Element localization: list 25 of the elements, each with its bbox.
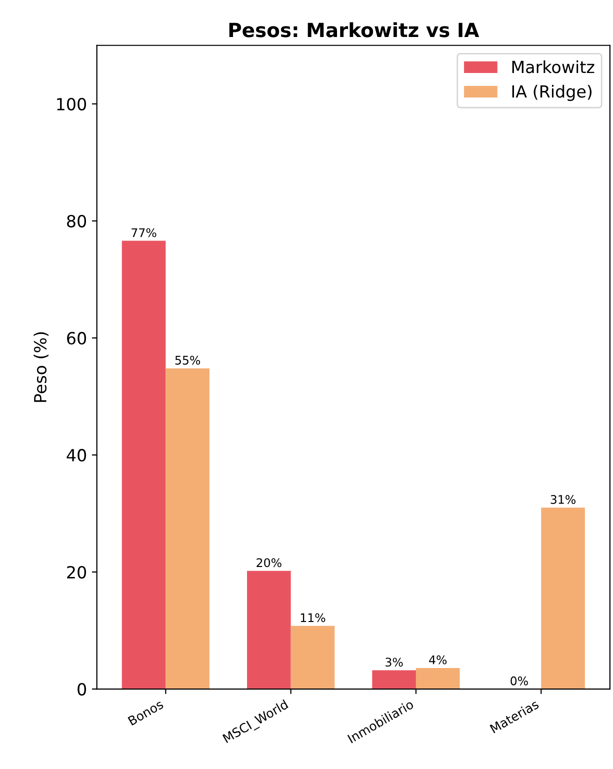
y-tick-label: 80 <box>67 214 86 228</box>
data-label: 77% <box>132 228 156 238</box>
data-label: 55% <box>175 356 200 365</box>
data-label: 0% <box>510 676 528 686</box>
y-axis-title: Peso (%) <box>34 332 48 402</box>
data-label: 3% <box>386 658 403 667</box>
y-tick-label: 0 <box>78 682 86 696</box>
bar <box>166 368 210 690</box>
bar <box>372 670 416 690</box>
y-tick-label: 100 <box>57 98 86 110</box>
bar <box>122 240 166 690</box>
bar <box>247 570 291 690</box>
legend-label: Markowitz <box>512 60 594 74</box>
bar <box>416 668 460 690</box>
chart-title: Pesos: Markowitz vs IA <box>229 22 480 38</box>
y-tick-label: 40 <box>66 448 86 462</box>
y-tick-label: 20 <box>67 566 86 579</box>
data-label: 11% <box>300 613 326 622</box>
data-label: 20% <box>256 558 282 568</box>
bar <box>290 626 335 690</box>
bar <box>541 508 585 690</box>
data-label: 31% <box>550 495 576 504</box>
data-label: 4% <box>429 655 447 664</box>
y-tick-label: 60 <box>67 332 86 345</box>
legend-label: IA (Ridge) <box>512 84 592 101</box>
